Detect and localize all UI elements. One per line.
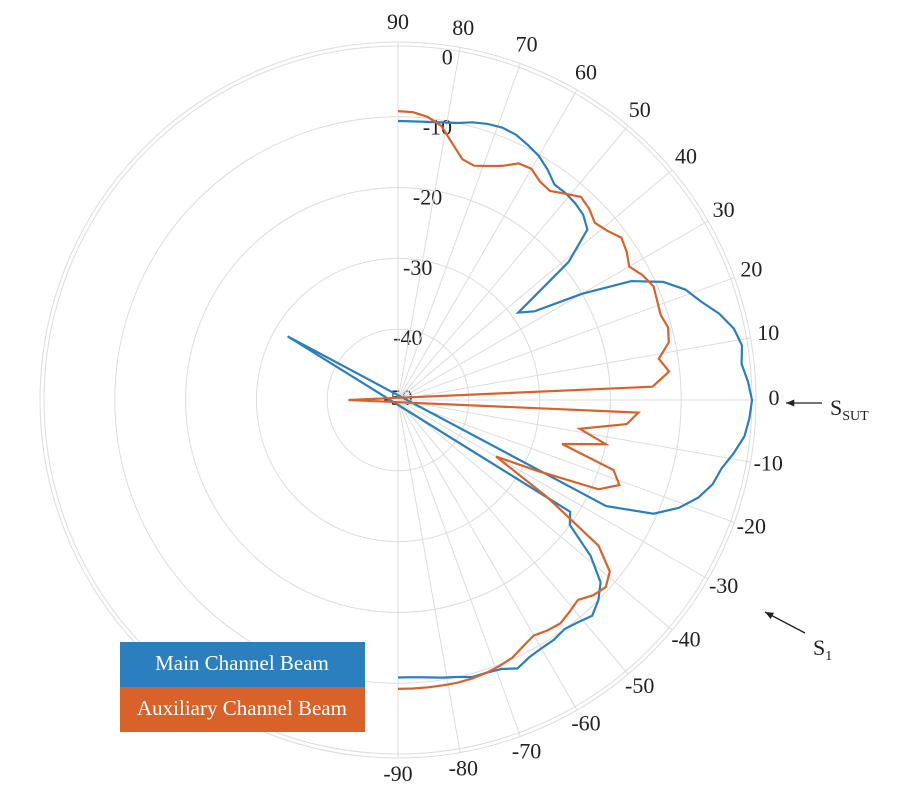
grid-spoke [397, 47, 461, 401]
r-tick-label: -30 [403, 255, 432, 280]
theta-tick-label: 10 [757, 320, 779, 345]
annotation-subscript: 1 [825, 649, 832, 664]
theta-tick-label: 90 [387, 9, 409, 34]
legend-label: Main Channel Beam [155, 651, 329, 675]
grid-spoke [397, 399, 461, 753]
legend-swatch [120, 687, 365, 732]
theta-tick-label: 40 [675, 143, 697, 168]
legend-label: Auxiliary Channel Beam [137, 696, 347, 720]
grid-spoke [397, 169, 673, 401]
grid-spoke [397, 89, 578, 401]
theta-tick-label: -70 [512, 738, 541, 763]
r-tick-label: -20 [413, 185, 442, 210]
theta-tick-label: -90 [383, 761, 412, 786]
theta-tick-label: 70 [516, 32, 538, 57]
theta-tick-label: -60 [571, 711, 600, 736]
theta-tick-label: -10 [754, 450, 783, 475]
grid-spoke [397, 337, 751, 401]
theta-tick-label: -50 [625, 673, 654, 698]
annotation-text: S [830, 395, 842, 420]
annotation: S1 [813, 635, 832, 664]
annotation-arrowhead [765, 612, 774, 619]
annotation-subscript: SUT [842, 409, 869, 424]
grid-spoke [397, 399, 521, 737]
beam-line [348, 110, 671, 690]
theta-tick-label: 60 [575, 59, 597, 84]
grid-spoke [397, 399, 735, 523]
theta-tick-label: 0 [769, 385, 780, 410]
grid-spoke [397, 125, 629, 401]
theta-tick-label: -80 [449, 755, 478, 780]
theta-tick-label: -40 [671, 627, 700, 652]
legend-swatch [120, 642, 365, 687]
grid-spoke [397, 399, 709, 580]
theta-tick-label: -30 [709, 573, 738, 598]
theta-tick-label: 50 [629, 97, 651, 122]
grid-spoke [397, 277, 735, 401]
r-tick-label: 0 [442, 44, 453, 69]
annotation: SSUT [830, 395, 869, 424]
grid-spoke [397, 220, 709, 401]
grid-spoke [397, 399, 751, 463]
annotation-arrowhead [786, 399, 795, 407]
theta-tick-label: 80 [452, 15, 474, 40]
grid-spoke [397, 63, 521, 401]
grid-spoke [397, 399, 629, 675]
grid-spoke [397, 399, 673, 631]
theta-tick-label: 30 [713, 197, 735, 222]
theta-tick-label: -20 [737, 514, 766, 539]
theta-tick-label: 20 [740, 256, 762, 281]
beam-line [287, 119, 754, 679]
annotation-text: S [813, 635, 825, 660]
grid-spoke [397, 399, 578, 711]
